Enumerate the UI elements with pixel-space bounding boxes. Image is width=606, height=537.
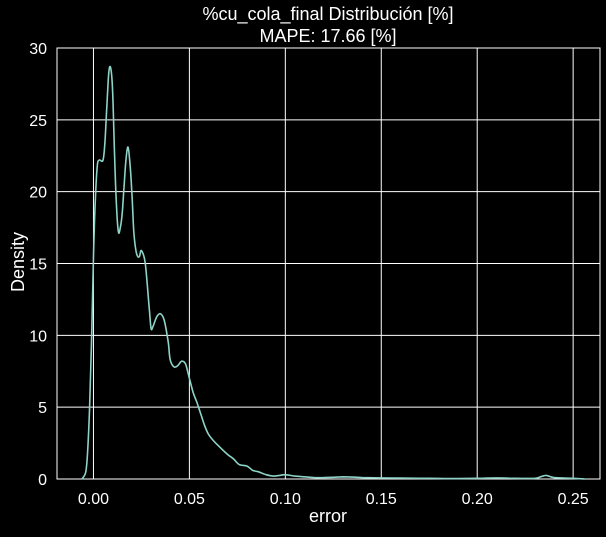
y-tick-label: 10 — [29, 328, 47, 345]
x-axis-label: error — [309, 506, 347, 526]
density-curve — [81, 65, 585, 480]
x-tick-label: 0.20 — [462, 491, 493, 508]
y-tick-label: 30 — [29, 41, 47, 58]
y-tick-label: 25 — [29, 113, 47, 130]
y-tick-label: 15 — [29, 257, 47, 274]
tick-labels: 0.00 0.05 0.10 0.15 0.20 0.25 0 5 10 15 20 25 30 — [29, 41, 589, 508]
grid — [56, 47, 601, 480]
y-axis-label: Density — [8, 232, 28, 292]
x-tick-label: 0.25 — [558, 491, 589, 508]
x-tick-label: 0.00 — [78, 491, 109, 508]
y-tick-label: 20 — [29, 185, 47, 202]
x-tick-label: 0.15 — [366, 491, 397, 508]
chart-subtitle: MAPE: 17.66 [%] — [259, 26, 396, 46]
x-tick-label: 0.05 — [174, 491, 205, 508]
x-tick-label: 0.10 — [270, 491, 301, 508]
chart-title: %cu_cola_final Distribución [%] — [202, 4, 453, 25]
y-tick-label: 0 — [38, 472, 47, 489]
y-tick-label: 5 — [38, 400, 47, 417]
